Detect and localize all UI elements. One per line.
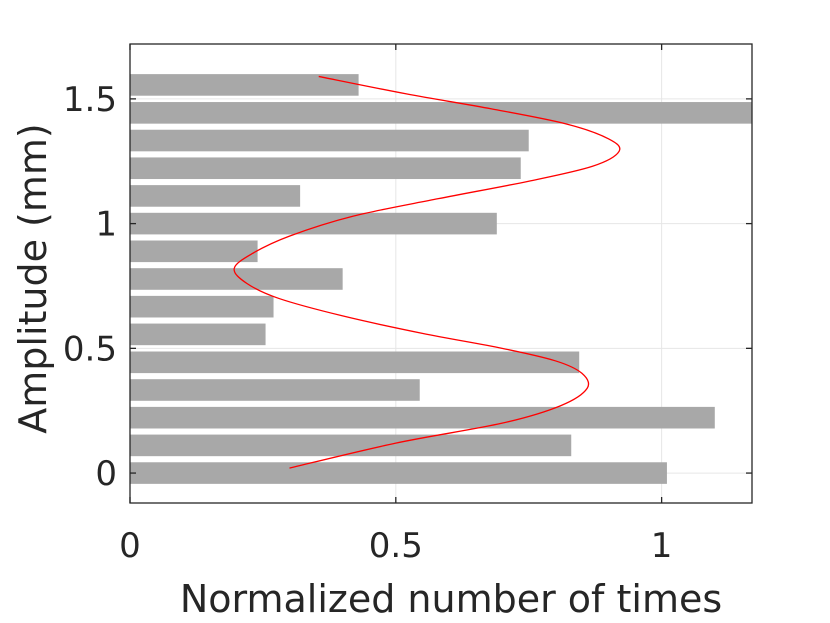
bar — [130, 268, 343, 290]
y-tick-label: 1 — [95, 205, 117, 245]
bar — [130, 379, 420, 401]
bar — [130, 157, 521, 180]
y-tick-label: 0.5 — [63, 329, 117, 369]
bar — [130, 212, 497, 235]
x-axis-title: Normalized number of times — [180, 577, 722, 621]
bar — [130, 74, 359, 96]
bar — [130, 406, 715, 429]
bar — [130, 102, 752, 124]
plot-frame — [129, 43, 753, 504]
bar — [130, 295, 274, 318]
bars — [130, 74, 752, 484]
bar — [130, 351, 580, 374]
bar — [130, 240, 258, 263]
bar — [130, 434, 572, 457]
y-tick-label: 1.5 — [63, 80, 117, 120]
bar — [130, 129, 529, 152]
ticks: 0 0.5 1 0 0.5 1 1.5 — [63, 44, 752, 566]
fit-curve-line — [233, 75, 621, 469]
fit-curve — [233, 75, 621, 469]
y-axis-title: Amplitude (mm) — [11, 123, 55, 434]
y-tick-label: 0 — [95, 454, 117, 494]
bar — [130, 462, 667, 484]
x-tick-label: 0.5 — [369, 526, 423, 566]
x-tick-label: 0 — [119, 526, 141, 566]
bar — [130, 323, 266, 346]
bar — [130, 185, 301, 207]
x-tick-label: 1 — [651, 526, 673, 566]
